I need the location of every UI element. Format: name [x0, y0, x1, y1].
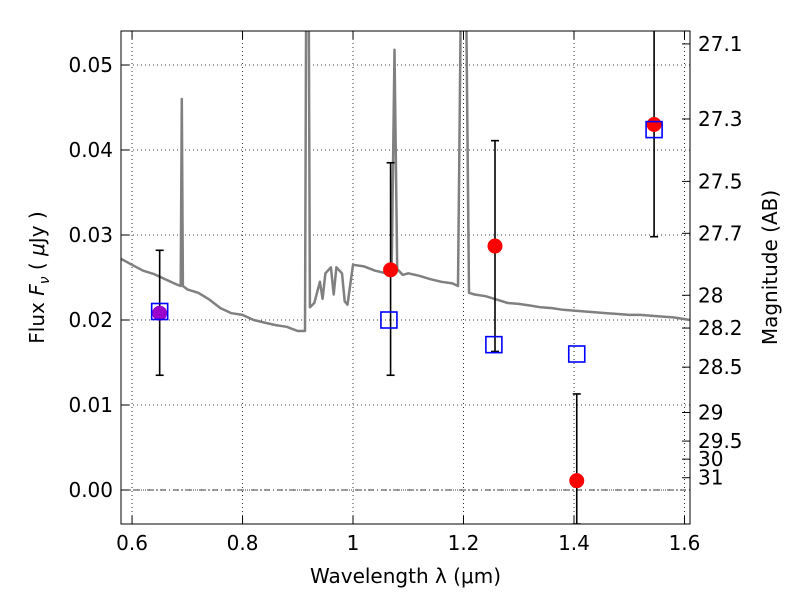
y-tick-label: 0.04 — [68, 138, 113, 162]
right-tick-label: 28.5 — [698, 355, 743, 379]
right-tick-label: 27.1 — [698, 32, 743, 56]
right-tick-label: 27.5 — [698, 169, 743, 193]
x-tick-label: 1.2 — [448, 531, 480, 555]
x-axis-label-text: Wavelength λ (μm) — [310, 564, 501, 588]
observed-point — [569, 473, 585, 489]
y-tick-label: 0.05 — [68, 53, 113, 77]
y-tick-label: 0.02 — [68, 308, 113, 332]
observed-point — [152, 305, 168, 321]
plot-area — [121, 31, 690, 524]
right-tick-label: 30 — [698, 447, 723, 471]
axes: 0.6 0.8 1 1.2 1.4 1.6 0.00 0.01 0.02 0.03 0.04 0.05… — [68, 31, 743, 555]
y-tick-label: 0.03 — [68, 223, 113, 247]
sed-line — [121, 31, 690, 333]
x-tick-label: 1.6 — [669, 531, 701, 555]
right-tick-label: 31 — [698, 466, 723, 490]
x-tick-label: 0.8 — [227, 531, 259, 555]
right-tick-label: 27.3 — [698, 107, 743, 131]
observed-point — [383, 262, 399, 278]
model-point — [567, 345, 586, 363]
model-point — [150, 302, 169, 321]
x-tick-label: 0.6 — [116, 531, 148, 555]
right-tick-label: 28.2 — [698, 316, 743, 340]
right-tick-label: 29.5 — [698, 429, 743, 453]
plot-frame — [120, 30, 691, 525]
right-tick-label: 27.7 — [698, 221, 743, 245]
right-axis-label: Magnitude (AB) — [758, 190, 782, 345]
model-point — [485, 335, 503, 354]
model-point — [645, 120, 663, 139]
x-axis-label: Wavelength λ (μm) — [310, 564, 501, 588]
observed-point — [646, 117, 662, 132]
grid — [121, 31, 690, 524]
x-tick-label: 1.4 — [558, 531, 590, 555]
y-tick-label: 0.01 — [68, 393, 113, 417]
y-tick-label: 0.00 — [68, 478, 113, 502]
right-tick-label: 29 — [698, 400, 723, 424]
model-point — [380, 311, 398, 329]
right-tick-label: 28 — [698, 283, 723, 307]
y-axis-label: Flux Fν ( μJy ) — [25, 211, 53, 343]
x-tick-label: 1 — [347, 531, 360, 555]
observed-point — [487, 238, 503, 254]
